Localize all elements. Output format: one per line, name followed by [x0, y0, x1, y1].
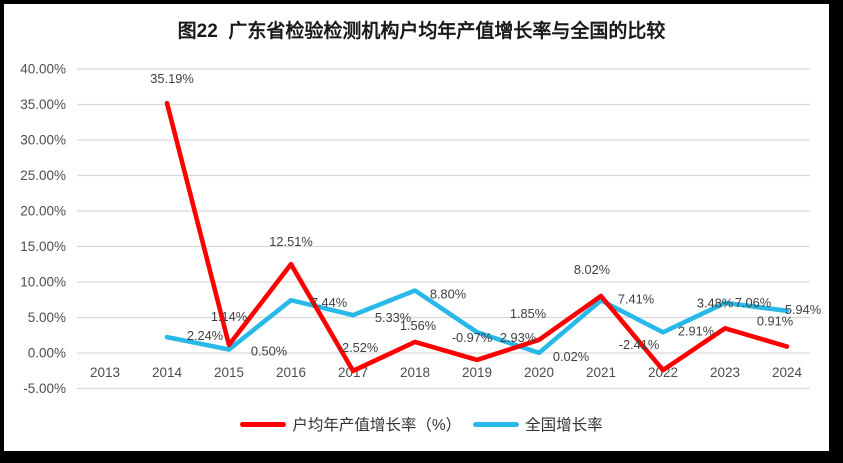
data-label: 0.02% — [553, 349, 589, 364]
legend-label-household: 户均年产值增长率（%） — [292, 417, 462, 434]
data-label: 12.51% — [269, 234, 312, 249]
x-axis-tick-label: 2020 — [524, 365, 554, 380]
red-line-swatch-icon — [240, 421, 287, 427]
data-label: 7.41% — [618, 291, 654, 306]
data-label: 5.94% — [785, 302, 821, 317]
blue-line-swatch-icon — [473, 421, 520, 427]
data-label: -2.41% — [619, 337, 660, 352]
data-label: 1.85% — [510, 306, 546, 321]
data-label: 2.93% — [500, 330, 536, 345]
series-line-1 — [164, 288, 790, 356]
data-label: 8.02% — [574, 262, 610, 277]
x-axis-tick-label: 2019 — [462, 365, 492, 380]
data-label: 35.19% — [150, 71, 193, 86]
y-axis-tick-label: 35.00% — [20, 97, 66, 112]
x-axis-tick-label: 2016 — [276, 365, 306, 380]
series-line-0 — [164, 100, 790, 374]
y-axis-tick-label: 25.00% — [20, 168, 66, 183]
data-label: 7.44% — [311, 295, 347, 310]
data-label: -2.52% — [338, 340, 379, 355]
data-label: 3.48% — [697, 295, 733, 310]
chart-legend: 户均年产值增长率（%） 全国增长率 — [0, 413, 843, 435]
y-axis-tick-label: 20.00% — [20, 204, 66, 219]
data-label: 1.14% — [211, 309, 247, 324]
y-axis-tick-label: 5.00% — [28, 310, 66, 325]
x-axis-tick-label: 2013 — [90, 365, 120, 380]
data-label: 2.24% — [187, 328, 223, 343]
x-axis-tick-label: 2023 — [710, 365, 740, 380]
x-axis-tick-label: 2024 — [772, 365, 803, 380]
chart-title: 图22 广东省检验检测机构户均年产值增长率与全国的比较 — [177, 21, 666, 42]
y-axis-tick-label: -5.00% — [23, 381, 66, 396]
legend-item-national: 全国增长率 — [473, 413, 603, 435]
data-label: 1.56% — [400, 318, 436, 333]
y-axis-tick-label: 15.00% — [20, 239, 66, 254]
data-label: 0.91% — [757, 314, 793, 329]
legend-label-national: 全国增长率 — [525, 417, 603, 434]
x-axis-tick-label: 2018 — [400, 365, 430, 380]
data-label: 2.91% — [678, 323, 714, 338]
data-label: -0.97% — [452, 330, 493, 345]
data-label: 5.33% — [375, 310, 411, 325]
data-label: 8.80% — [430, 287, 466, 302]
y-axis-tick-label: 40.00% — [20, 62, 66, 77]
y-axis-tick-label: 0.00% — [28, 346, 66, 361]
x-axis-tick-label: 2015 — [214, 365, 244, 380]
data-label: 7.06% — [735, 295, 771, 310]
data-label: 0.50% — [251, 343, 287, 358]
legend-item-household: 户均年产值增长率（%） — [240, 413, 461, 435]
y-axis-tick-label: 10.00% — [20, 275, 66, 290]
x-axis-tick-label: 2022 — [648, 365, 678, 380]
x-axis-tick-label: 2014 — [152, 365, 183, 380]
y-axis-tick-label: 30.00% — [20, 133, 66, 148]
x-axis-tick-label: 2021 — [586, 365, 616, 380]
